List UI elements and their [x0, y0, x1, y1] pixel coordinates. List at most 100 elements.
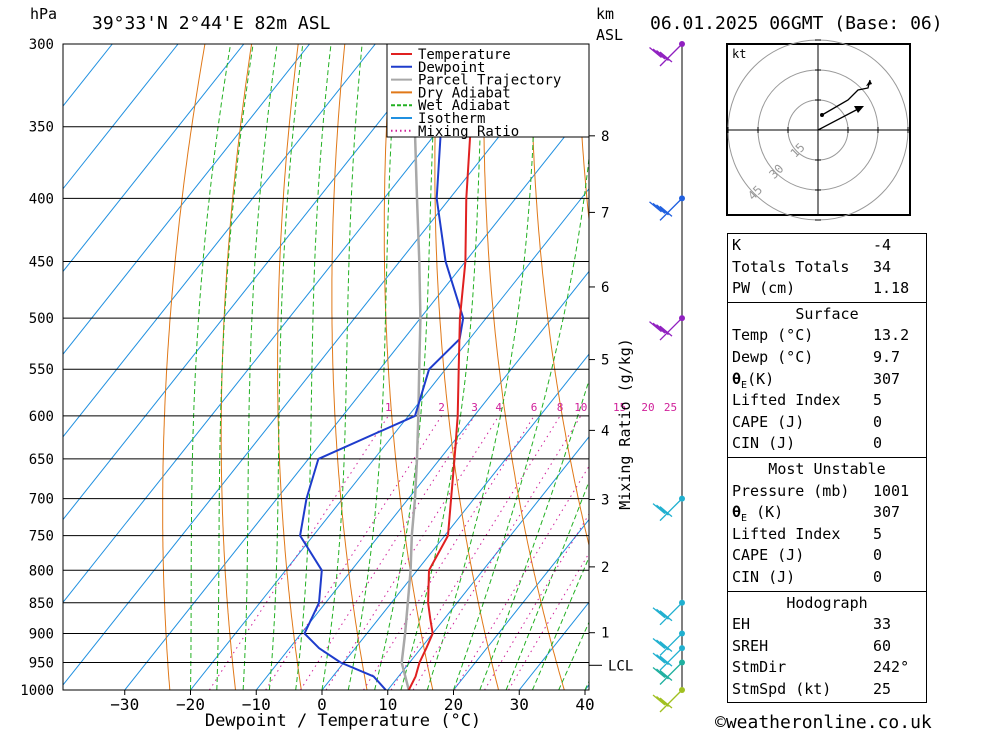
x-tick-label: −20: [176, 695, 205, 714]
barb-staff: [659, 602, 683, 626]
surface-section: Surface Temp (°C) 13.2 Dewp (°C) 9.7 θE(K)…: [727, 301, 927, 458]
pressure-tick-label: 550: [29, 362, 54, 378]
dry-adiabat-line: [331, 44, 368, 690]
pressure-tick-label: 700: [29, 492, 54, 508]
barb-staff: [659, 317, 683, 341]
barb-flag: [649, 47, 662, 58]
wind-barb: [652, 602, 683, 626]
mixing-ratio-label: 25: [664, 401, 677, 414]
surface-cape-row: CAPE (J) 0: [732, 412, 883, 431]
height-tick-label: 1: [601, 626, 609, 642]
wet-adiabat-line: [479, 378, 589, 690]
barb-flag: [659, 697, 673, 709]
wind-barb: [652, 662, 683, 685]
barb-flag: [659, 610, 673, 622]
isotherm-line: [63, 44, 573, 686]
background-lines: [63, 35, 1000, 690]
mu-cape-row: CAPE (J) 0: [732, 546, 883, 565]
mixing-ratio-line: [208, 415, 389, 690]
stmdir-row: StmDir 242°: [732, 658, 910, 677]
surface-heading: Surface: [795, 304, 859, 323]
surface-temp-row: Temp (°C) 13.2: [732, 326, 910, 345]
datetime-title: 06.01.2025 06GMT (Base: 06): [650, 13, 943, 34]
profiles: [299, 44, 472, 690]
legend-label: Dry Adiabat: [418, 85, 511, 101]
pressure-tick-label: 600: [29, 409, 54, 425]
surface-li-row: Lifted Index 5: [732, 391, 883, 410]
wet-adiabat-line: [347, 44, 398, 690]
dry-adiabat-line: [949, 35, 1000, 690]
wind-barb: [649, 43, 683, 67]
barb-flag: [659, 669, 673, 681]
pressure-tick-label: 500: [29, 311, 54, 327]
mixing-ratio-line: [299, 415, 475, 690]
wet-adiabat-line: [190, 44, 232, 690]
barb-staff: [659, 197, 683, 221]
barb-flag: [652, 652, 666, 664]
isotherm-line: [63, 44, 113, 107]
isobars: [63, 43, 589, 691]
pressure-tick-label: 900: [29, 626, 54, 642]
isotherm-line: [63, 44, 376, 438]
height-unit-km: km: [596, 5, 614, 23]
x-axis-title: Dewpoint / Temperature (°C): [205, 711, 481, 731]
mixing-ratio-label: 2: [438, 401, 445, 414]
height-unit-asl: ASL: [596, 26, 623, 44]
hodograph-stats-section: Hodograph EH 33 SREH 60 StmDir 242° StmSpd …: [727, 590, 927, 704]
pressure-tick-label: 450: [29, 255, 54, 271]
wet-adiabat-line: [216, 44, 254, 690]
mixing-ratio-label: 3: [471, 401, 478, 414]
barb-flag: [652, 48, 666, 60]
dry-adiabat-line: [220, 44, 253, 690]
legend-label: Dewpoint: [418, 60, 485, 76]
dry-adiabat-line: [577, 44, 589, 225]
dry-adiabat-line: [530, 44, 589, 548]
pressure-tick-label: 750: [29, 529, 54, 545]
legend-label: Mixing Ratio: [418, 124, 519, 140]
wind-barb: [649, 197, 683, 221]
barb-flag: [659, 506, 673, 518]
storm-motion-arrowhead: [854, 106, 864, 113]
barb-flag: [652, 202, 666, 214]
wet-adiabat-line: [400, 44, 485, 690]
dry-adiabat-line: [434, 44, 499, 690]
mixing-ratio-label: 15: [613, 401, 626, 414]
height-tick-label: 4: [601, 423, 609, 439]
mixing-ratio-label: 4: [495, 401, 502, 414]
wind-barb: [652, 647, 683, 671]
storm-motion-vector: [817, 107, 861, 131]
surface-theta-row: θE(K) 307: [732, 369, 901, 391]
copyright-text: ©weatheronline.co.uk: [715, 712, 932, 733]
wind-barb: [652, 633, 683, 656]
pw-row: PW (cm) 1.18: [728, 278, 926, 300]
hodograph-unit: kt: [732, 47, 746, 61]
wet-adiabat-line: [242, 44, 278, 690]
wet-adiabat-line: [268, 44, 304, 690]
hodograph-trace: [821, 79, 871, 116]
isotherm-line: [63, 44, 245, 273]
pw-value: 1.18: [873, 279, 910, 298]
barb-flag: [659, 51, 673, 63]
mixing-ratio-label: 1: [385, 401, 392, 414]
dry-adiabat-line: [162, 44, 206, 690]
x-tick-label: 0: [317, 695, 327, 714]
barb-staff: [659, 43, 683, 67]
mixing-ratio-line: [453, 465, 589, 690]
barb-flag: [659, 205, 673, 217]
surface-dewp-row: Dewp (°C) 9.7: [732, 347, 901, 366]
mu-theta-row: θE (K) 307: [732, 503, 901, 525]
barb-flag: [659, 640, 673, 652]
pressure-tick-label: 800: [29, 563, 54, 579]
legend-label: Wet Adiabat: [418, 98, 511, 114]
pressure-tick-label: 650: [29, 452, 54, 468]
mixing-ratio-line: [508, 552, 589, 690]
x-tick-label: −10: [242, 695, 271, 714]
pressure-tick-label: 1000: [20, 683, 54, 699]
pressure-tick-label: 350: [29, 120, 54, 136]
sreh-row: SREH 60: [732, 636, 892, 655]
totals-totals-value: 34: [873, 257, 892, 276]
height-tick-label: 5: [601, 353, 609, 369]
x-tick-label: 40: [575, 695, 594, 714]
